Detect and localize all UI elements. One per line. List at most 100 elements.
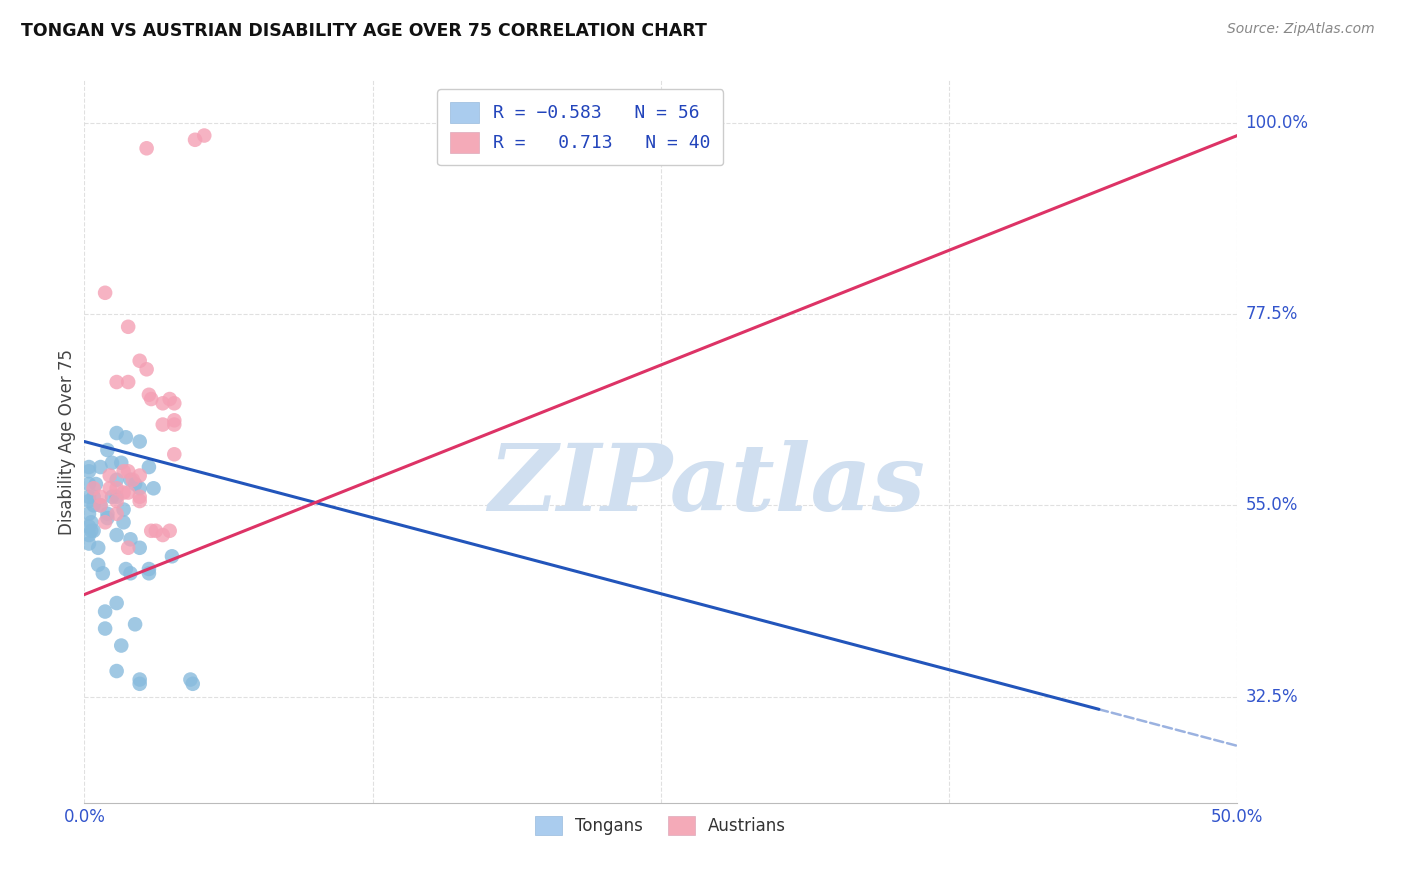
Point: [96, 507, 118, 521]
Point: [138, 562, 160, 576]
Point: [101, 456, 124, 470]
Point: [94, 285, 117, 300]
Point: [77, 490, 100, 504]
Point: [138, 388, 160, 402]
Point: [163, 396, 186, 410]
Text: ZIPatlas: ZIPatlas: [488, 440, 925, 530]
Point: [163, 447, 186, 461]
Point: [105, 528, 128, 542]
Point: [101, 490, 124, 504]
Point: [135, 141, 157, 155]
Point: [112, 502, 135, 516]
Text: 100.0%: 100.0%: [1246, 114, 1309, 132]
Point: [80, 524, 103, 538]
Point: [89, 460, 111, 475]
Point: [135, 362, 157, 376]
Point: [128, 490, 150, 504]
Point: [77, 477, 100, 491]
Point: [124, 477, 146, 491]
Point: [98, 468, 121, 483]
Point: [77, 507, 100, 521]
Point: [94, 622, 117, 636]
Point: [98, 481, 121, 495]
Point: [138, 566, 160, 581]
Point: [184, 133, 207, 147]
Text: 55.0%: 55.0%: [1246, 496, 1298, 515]
Point: [89, 498, 111, 512]
Point: [105, 596, 128, 610]
Point: [105, 473, 128, 487]
Point: [128, 353, 150, 368]
Y-axis label: Disability Age Over 75: Disability Age Over 75: [58, 349, 76, 534]
Point: [112, 516, 135, 530]
Point: [179, 673, 201, 687]
Point: [77, 494, 100, 508]
Point: [121, 473, 143, 487]
Point: [105, 664, 128, 678]
Text: 32.5%: 32.5%: [1246, 688, 1298, 706]
Point: [115, 562, 138, 576]
Point: [152, 528, 174, 542]
Point: [128, 468, 150, 483]
Point: [128, 673, 150, 687]
Point: [120, 533, 142, 547]
Point: [89, 490, 111, 504]
Point: [120, 473, 142, 487]
Point: [115, 430, 138, 444]
Point: [87, 541, 110, 555]
Point: [120, 566, 142, 581]
Point: [105, 481, 128, 495]
Point: [159, 392, 181, 406]
Point: [80, 516, 103, 530]
Text: Source: ZipAtlas.com: Source: ZipAtlas.com: [1227, 22, 1375, 37]
Point: [83, 498, 105, 512]
Point: [110, 639, 132, 653]
Point: [112, 464, 135, 478]
Point: [117, 319, 139, 334]
Point: [141, 392, 163, 406]
Point: [96, 443, 118, 458]
Point: [77, 460, 100, 475]
Point: [163, 413, 186, 427]
Point: [128, 677, 150, 691]
Point: [89, 498, 111, 512]
Point: [142, 481, 165, 495]
Point: [84, 477, 107, 491]
Point: [77, 528, 100, 542]
Point: [159, 524, 181, 538]
Legend: Tongans, Austrians: Tongans, Austrians: [529, 809, 793, 841]
Point: [105, 490, 128, 504]
Point: [152, 396, 174, 410]
Point: [117, 464, 139, 478]
Point: [181, 677, 204, 691]
Point: [145, 524, 167, 538]
Point: [117, 541, 139, 555]
Point: [128, 494, 150, 508]
Point: [87, 558, 110, 572]
Point: [138, 460, 160, 475]
Point: [110, 456, 132, 470]
Point: [152, 417, 174, 432]
Point: [124, 617, 146, 632]
Point: [96, 511, 118, 525]
Point: [77, 519, 100, 533]
Point: [117, 375, 139, 389]
Point: [105, 494, 128, 508]
Point: [105, 425, 128, 440]
Point: [128, 434, 150, 449]
Point: [77, 536, 100, 550]
Point: [83, 490, 105, 504]
Point: [105, 375, 128, 389]
Text: TONGAN VS AUSTRIAN DISABILITY AGE OVER 75 CORRELATION CHART: TONGAN VS AUSTRIAN DISABILITY AGE OVER 7…: [21, 22, 707, 40]
Point: [94, 605, 117, 619]
Point: [112, 485, 135, 500]
Point: [83, 481, 105, 495]
Point: [77, 464, 100, 478]
Point: [128, 481, 150, 495]
Point: [91, 566, 114, 581]
Point: [193, 128, 215, 143]
Point: [141, 524, 163, 538]
Point: [83, 524, 105, 538]
Point: [105, 507, 128, 521]
Point: [160, 549, 183, 564]
